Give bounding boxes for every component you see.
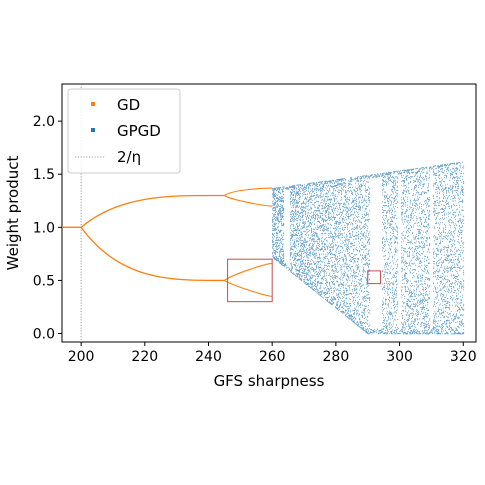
legend-label-threshold: 2/η [117, 148, 141, 166]
legend-marker-gpgd [91, 128, 95, 132]
y-tick-label: 0.5 [33, 273, 55, 289]
gd-upper-branch [62, 194, 225, 228]
gpgd-scatter [272, 161, 465, 335]
gd-lower-branch [80, 226, 225, 282]
legend-label-gpgd: GPGD [117, 122, 161, 140]
y-tick-label: 1.0 [33, 220, 55, 236]
legend-box [67, 88, 181, 174]
x-tick-label: 240 [195, 349, 222, 365]
zoom-boxes [227, 258, 381, 303]
gd-upper-split [224, 187, 273, 207]
x-tick-label: 320 [450, 349, 477, 365]
y-tick-label: 1.5 [33, 167, 55, 183]
y-axis: 0.0 0.5 1.0 1.5 2.0 [33, 114, 62, 343]
zoom-box [367, 270, 381, 285]
legend: GD GPGD 2/η [67, 88, 181, 174]
x-tick-label: 260 [259, 349, 286, 365]
legend-marker-gd [91, 102, 95, 106]
x-tick-label: 220 [131, 349, 158, 365]
gpgd-points [272, 161, 465, 335]
y-axis-label: Weight product [4, 156, 22, 271]
y-tick-label: 0.0 [33, 327, 55, 343]
zoom-box [227, 258, 273, 303]
x-tick-label: 280 [323, 349, 350, 365]
y-tick-label: 2.0 [33, 114, 55, 130]
x-axis: 200 220 240 260 280 300 320 [68, 342, 477, 365]
x-axis-label: GFS sharpness [214, 372, 325, 390]
x-tick-label: 200 [68, 349, 95, 365]
x-tick-label: 300 [386, 349, 413, 365]
legend-label-gd: GD [117, 96, 140, 114]
